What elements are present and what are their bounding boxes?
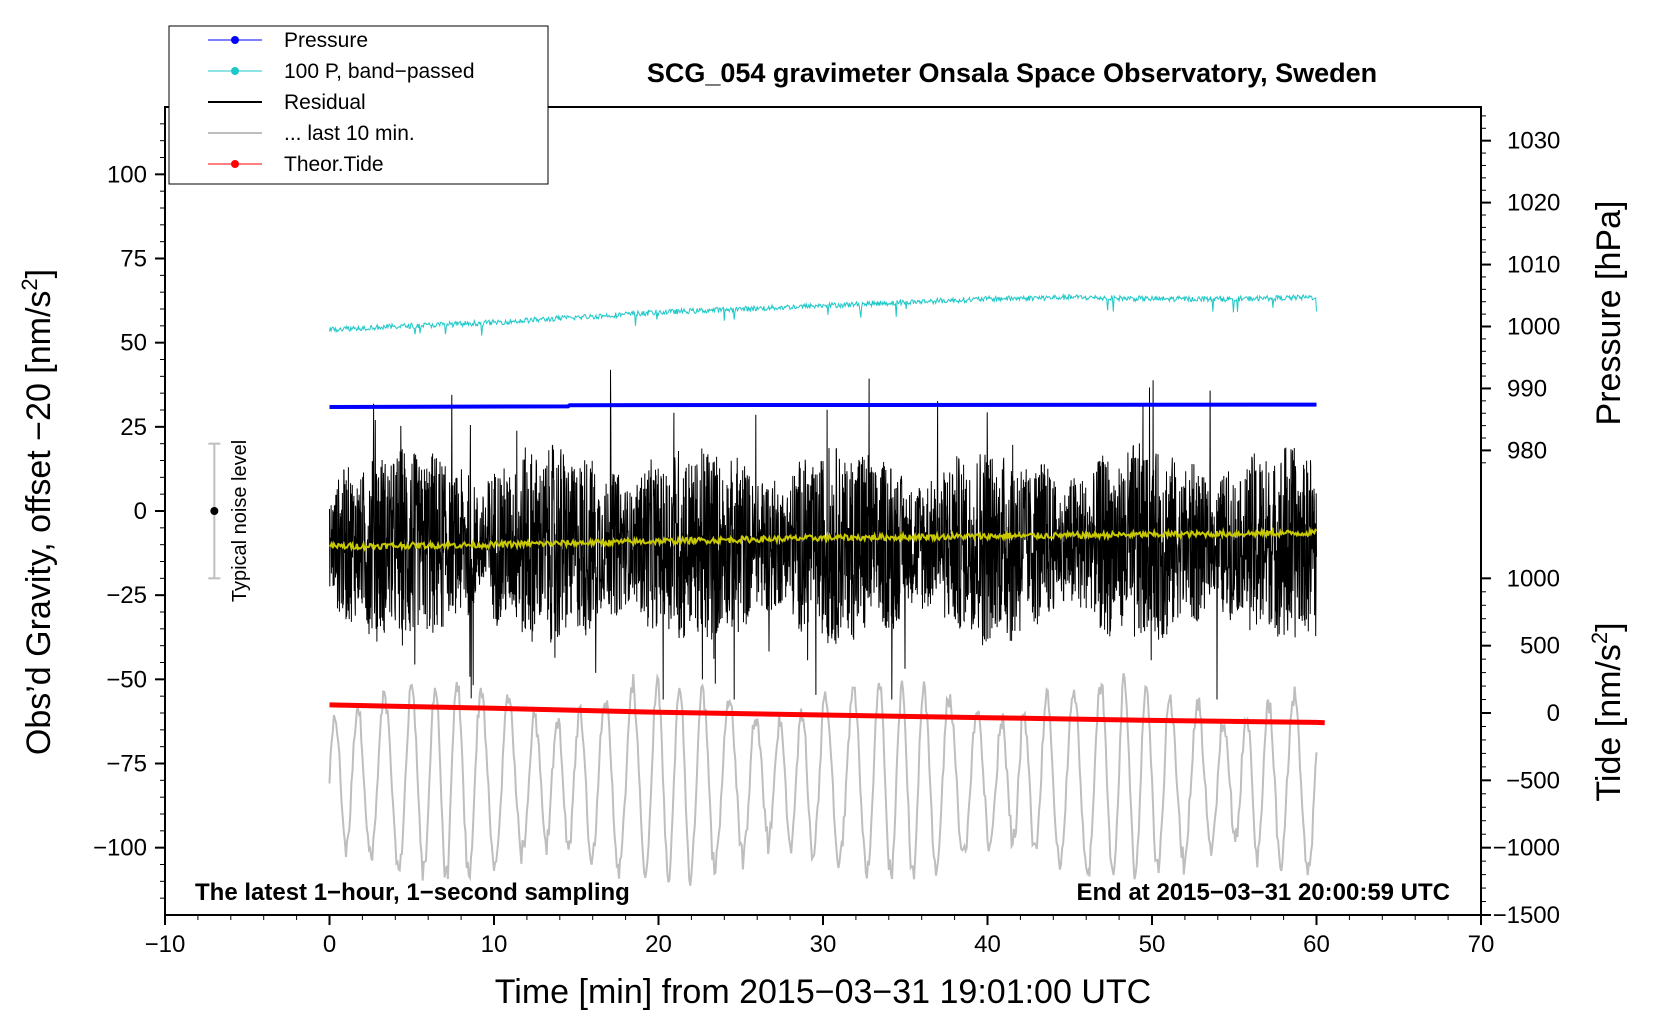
y-axis-title-main-text: Obs’d Gravity, offset −20 [nm/s: [20, 291, 58, 756]
x-tick-label: 50: [1139, 931, 1166, 958]
annotation-bottom-left: The latest 1−hour, 1−second sampling: [195, 879, 630, 906]
series-last-10-min: [328, 672, 1318, 886]
y-tick-label: 75: [120, 246, 147, 273]
y-axis-title-main-end: ]: [20, 269, 58, 278]
y-tick-label: −50: [106, 666, 147, 693]
x-tick-label: 10: [481, 931, 508, 958]
y-tick-label: 25: [120, 414, 147, 441]
legend-swatch-dot: [231, 36, 239, 44]
legend-swatch-dot: [231, 160, 239, 168]
x-tick-label: −10: [145, 931, 186, 958]
series-residual: [329, 369, 1317, 700]
series-residual-smoothed: [328, 526, 1318, 552]
y-axis-title-main-sup: 2: [17, 278, 42, 290]
data-layer: [328, 292, 1325, 886]
noise-indicator: [208, 442, 221, 580]
tide-tick-label: −1500: [1493, 902, 1560, 929]
y-axis-title-pressure: Pressure [hPa]: [1590, 201, 1628, 426]
annotation-bottom-right: End at 2015−03−31 20:00:59 UTC: [1076, 879, 1450, 906]
noise-label: Typical noise level: [229, 440, 251, 602]
x-tick-label: 0: [323, 931, 336, 958]
y-axis-title-tide: Tide [nm/s2]: [1587, 622, 1628, 801]
ticks-layer: −10 0 10 20 30 40 50 60 701007550250−25−50−75−10…: [93, 115, 1560, 958]
y-tick-label: 100: [107, 161, 147, 188]
y-tick-label: −25: [106, 582, 147, 609]
legend-swatch-dot: [231, 67, 239, 75]
chart-title: SCG_054 gravimeter Onsala Space Observat…: [647, 58, 1377, 88]
legend-label: Theor.Tide: [284, 153, 384, 176]
x-tick-label: 30: [810, 931, 837, 958]
legend-label: ... last 10 min.: [284, 122, 415, 145]
tide-tick-label: 1000: [1507, 565, 1560, 592]
y-axis-title-tide-sup: 2: [1587, 632, 1612, 644]
y-tick-label: −75: [106, 751, 147, 778]
legend-label: Pressure: [284, 29, 368, 52]
legend-label: Residual: [284, 91, 366, 114]
series-theor-tide: [329, 702, 1325, 726]
tide-tick-label: 500: [1520, 633, 1560, 660]
y-tick-label: 0: [134, 498, 147, 525]
tide-tick-label: −500: [1506, 767, 1560, 794]
y-tick-label: −100: [93, 835, 147, 862]
tide-tick-label: 0: [1547, 700, 1560, 727]
x-tick-label: 60: [1303, 931, 1330, 958]
x-axis-title: Time [min] from 2015−03−31 19:01:00 UTC: [495, 973, 1151, 1011]
y-tick-label: 50: [120, 330, 147, 357]
series-pressure: [329, 402, 1317, 409]
x-tick-label: 20: [645, 931, 672, 958]
y-axis-title-tide-text: Tide [nm/s: [1590, 644, 1628, 801]
y-axis-title-tide-end: ]: [1590, 622, 1628, 631]
legend-label: 100 P, band−passed: [284, 60, 475, 83]
pressure-tick-label: 980: [1507, 437, 1547, 464]
pressure-tick-label: 1000: [1507, 314, 1560, 341]
legend-items: Pressure 100 P, band−passed Residual ... la…: [208, 29, 475, 176]
x-tick-label: 70: [1468, 931, 1495, 958]
pressure-tick-label: 1030: [1507, 128, 1560, 155]
legend-box: [168, 25, 549, 185]
legend: Pressure 100 P, band−passed Residual ... la…: [168, 25, 549, 185]
pressure-tick-label: 1020: [1507, 190, 1560, 217]
x-tick-label: 40: [974, 931, 1001, 958]
noise-center-dot: [210, 507, 219, 515]
y-axis-title-main: Obs’d Gravity, offset −20 [nm/s2]: [17, 269, 58, 755]
series-band-passed: [329, 292, 1317, 336]
pressure-tick-label: 990: [1507, 375, 1547, 402]
tide-tick-label: −1000: [1493, 835, 1560, 862]
pressure-tick-label: 1010: [1507, 252, 1560, 279]
